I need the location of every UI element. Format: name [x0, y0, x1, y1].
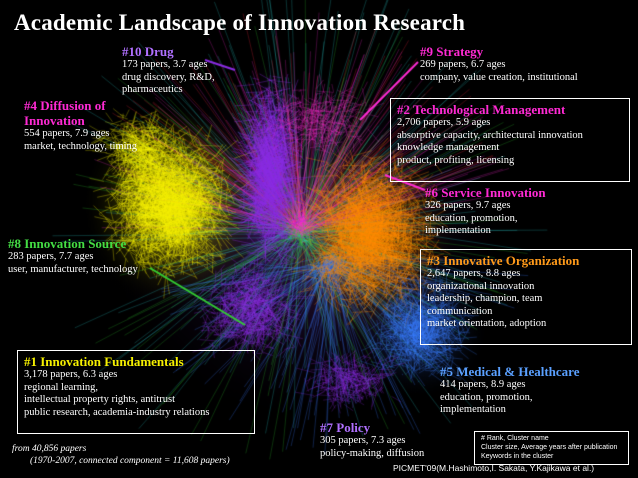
cluster-keywords: regional learning, [24, 381, 99, 393]
cluster-keywords: market orientation, adoption [427, 318, 547, 329]
cluster-size: 414 papers, 8.9 ages [440, 379, 526, 390]
cluster-keywords: absorptive capacity, architectural innov… [397, 129, 583, 141]
cluster-name: #8 Innovation Source [8, 236, 127, 251]
cluster-size: 173 papers, 3.7 ages [122, 59, 208, 70]
cluster-name: #10 Drug [122, 44, 174, 59]
legend-line: # Rank, Cluster name [481, 435, 549, 442]
legend-line: Keywords in the cluster [481, 453, 554, 460]
cluster-size: 554 papers, 7.9 ages [24, 128, 110, 139]
cluster-keywords: market, technology, timing [24, 140, 138, 152]
cluster-keywords: product, profiting, licensing [397, 154, 515, 166]
cluster-keywords: implementation [425, 225, 491, 236]
cluster-keywords: policy-making, diffusion [320, 447, 425, 459]
cluster-size: 2,706 papers, 5.9 ages [397, 117, 491, 128]
legend-box: # Rank, Cluster name Cluster size, Avera… [474, 431, 629, 465]
cluster-size: 305 papers, 7.3 ages [320, 435, 406, 446]
cluster-keywords: user, manufacturer, technology [8, 263, 138, 275]
cluster-name: #4 Diffusion of [24, 98, 106, 113]
cluster-name: #9 Strategy [420, 44, 484, 59]
cluster-size: 269 papers, 6.7 ages [420, 59, 506, 70]
cluster-name: #7 Policy [320, 420, 371, 435]
cluster-size: 2,647 papers, 8.8 ages [427, 268, 521, 279]
cluster-3-organization: #3 Innovative Organization 2,647 papers,… [420, 249, 632, 345]
cluster-1-fundamentals: #1 Innovation Fundamentals 3,178 papers,… [17, 350, 255, 434]
cluster-keywords: pharmaceutics [122, 84, 183, 95]
cluster-keywords: intellectual property rights, antitrust [24, 394, 176, 405]
cluster-name: #6 Service Innovation [425, 185, 546, 200]
cluster-10-drug: #10 Drug 173 papers, 3.7 ages drug disco… [122, 44, 215, 97]
cluster-keywords: communication [427, 305, 493, 317]
cluster-4-diffusion: #4 Diffusion of Innovation 554 papers, 7… [24, 98, 137, 153]
cluster-size: 283 papers, 7.7 ages [8, 251, 94, 262]
cluster-keywords: implementation [440, 404, 506, 415]
cluster-name: #5 Medical & Healthcare [440, 364, 580, 379]
cluster-size: 326 papers, 9.7 ages [425, 200, 511, 211]
cluster-2-tech-management: #2 Technological Management 2,706 papers… [390, 98, 630, 182]
cluster-8-source: #8 Innovation Source 283 papers, 7.7 age… [8, 236, 138, 276]
cluster-size: 3,178 papers, 6.3 ages [24, 369, 118, 380]
cluster-6-service: #6 Service Innovation 326 papers, 9.7 ag… [425, 185, 546, 238]
footnote-line: from 40,856 papers [12, 444, 87, 454]
source-footnote: from 40,856 papers (1970-2007, connected… [12, 444, 230, 467]
cluster-keywords: public research, academia-industry relat… [24, 406, 210, 418]
cluster-name: Innovation [24, 113, 85, 128]
cluster-keywords: knowledge management [397, 142, 500, 153]
cluster-9-strategy: #9 Strategy 269 papers, 6.7 ages company… [420, 44, 578, 84]
cluster-name: #2 Technological Management [397, 102, 566, 117]
cluster-keywords: organizational innovation [427, 280, 535, 292]
cluster-keywords: company, value creation, institutional [420, 71, 578, 83]
credit-text: PICMET'09(M.Hashimoto,I. Sakata, Y.Kajik… [393, 463, 595, 473]
cluster-keywords: education, promotion, [440, 391, 533, 403]
cluster-5-medical: #5 Medical & Healthcare 414 papers, 8.9 … [440, 364, 579, 417]
cluster-name: #3 Innovative Organization [427, 253, 580, 268]
legend-line: Cluster size, Average years after public… [481, 444, 618, 451]
page-title: Academic Landscape of Innovation Researc… [14, 10, 466, 35]
cluster-keywords: education, promotion, [425, 212, 518, 224]
cluster-name: #1 Innovation Fundamentals [24, 354, 184, 369]
footnote-line: (1970-2007, connected component = 11,608… [30, 455, 230, 466]
cluster-keywords: leadership, champion, team [427, 293, 543, 304]
cluster-keywords: drug discovery, R&D, [122, 71, 215, 83]
cluster-7-policy: #7 Policy 305 papers, 7.3 ages policy-ma… [320, 420, 424, 460]
